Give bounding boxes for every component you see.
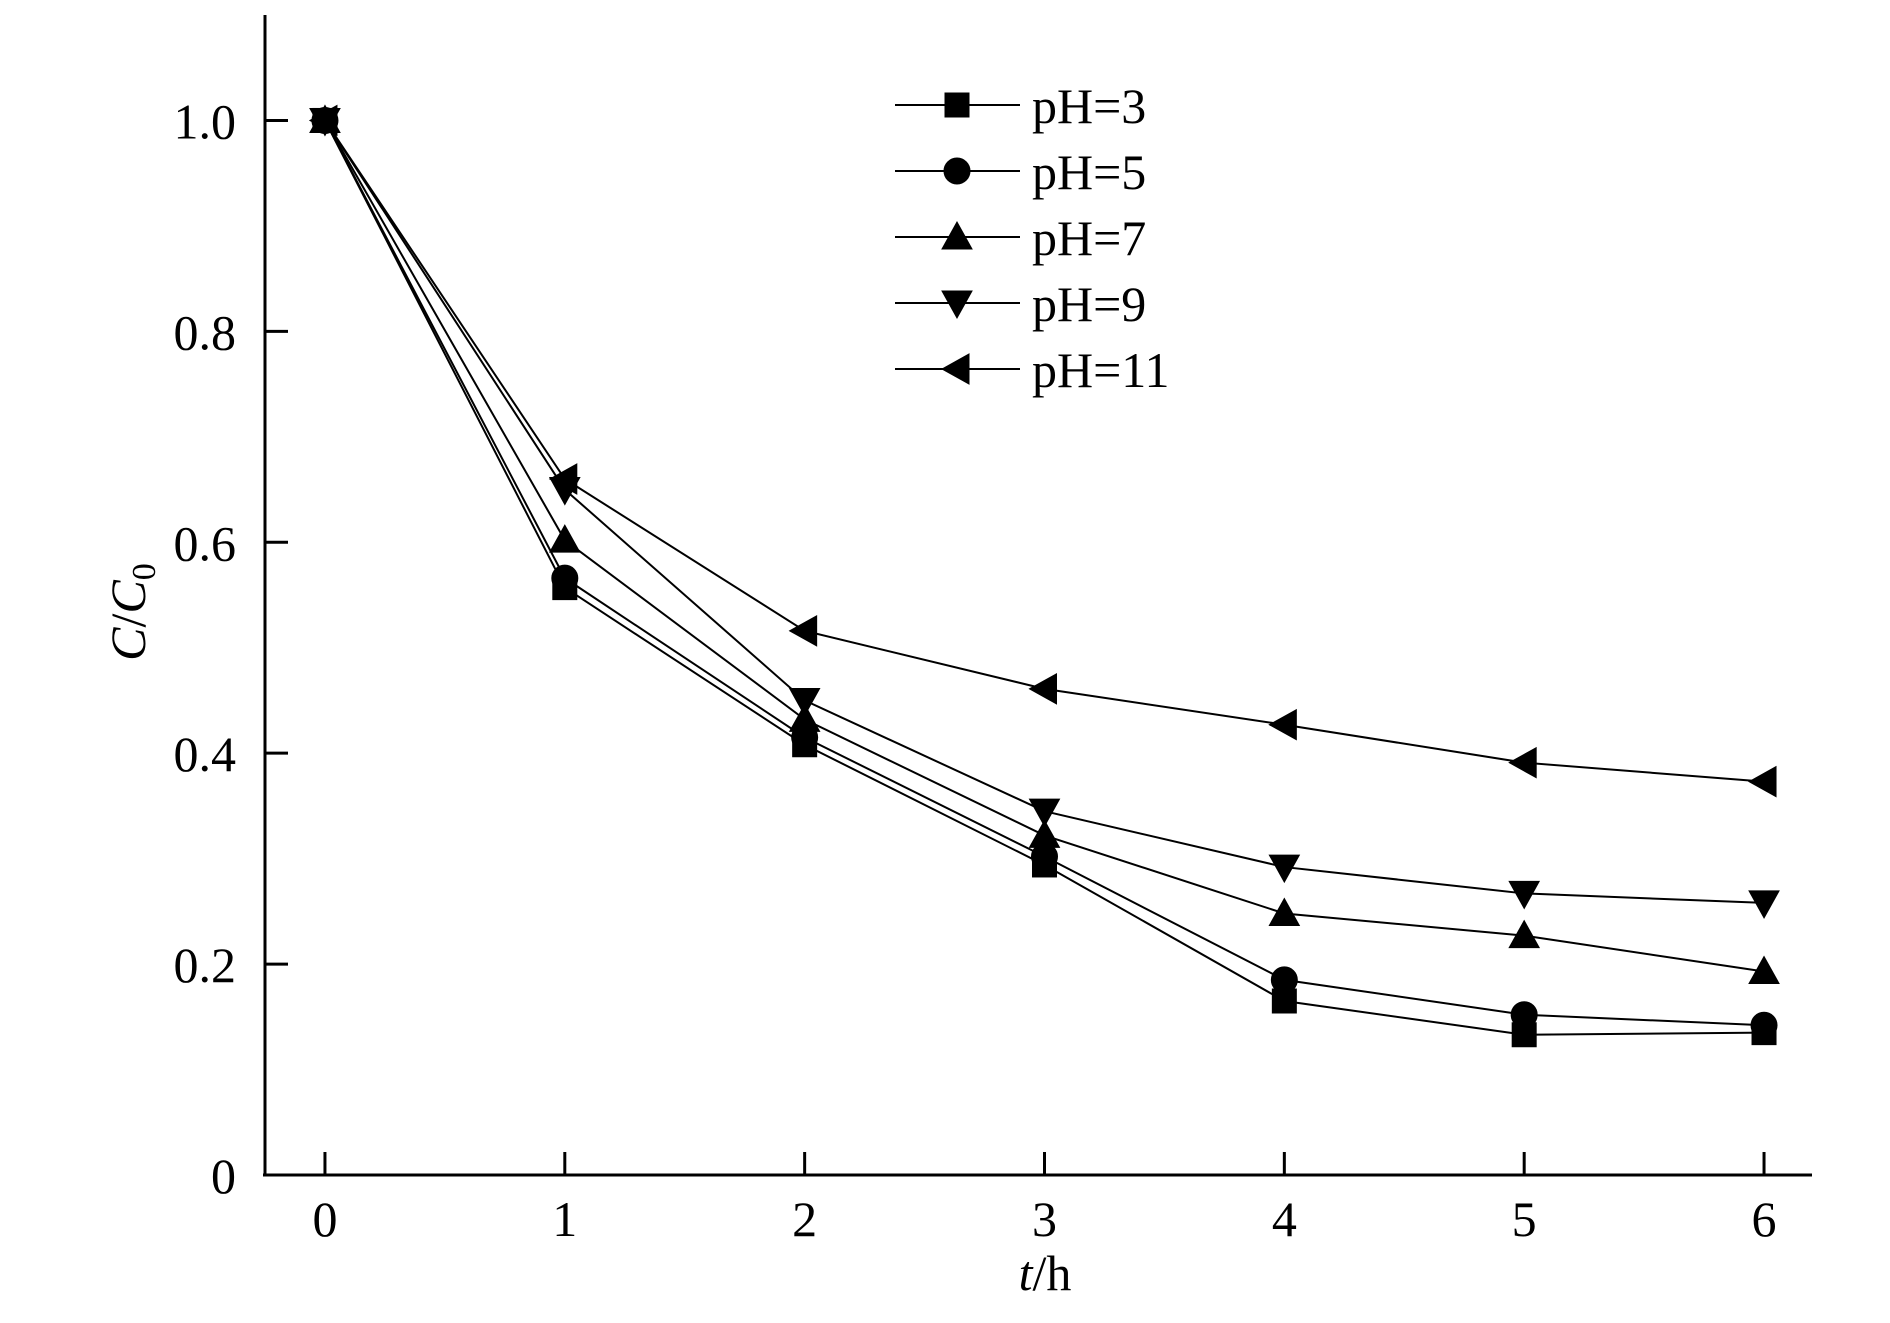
y-tick-label: 1.0	[174, 93, 237, 149]
data-point	[1748, 955, 1780, 984]
data-point	[1508, 746, 1537, 779]
data-point	[1748, 890, 1780, 919]
legend-item: pH=9	[895, 276, 1146, 332]
y-axis-title-subscript: 0	[126, 563, 163, 580]
legend-item: pH=5	[895, 144, 1146, 200]
x-axis-title: t/h	[1019, 1245, 1072, 1301]
data-point	[1028, 819, 1061, 848]
legend-item: pH=7	[895, 210, 1146, 266]
data-point	[1508, 880, 1541, 910]
x-axis-title-unit: /h	[1033, 1245, 1072, 1301]
legend-label: pH=5	[1032, 144, 1146, 200]
legend-marker	[944, 92, 970, 118]
data-point	[1748, 765, 1777, 798]
data-point	[1750, 1011, 1778, 1039]
data-point	[1268, 854, 1301, 884]
y-tick-label: 0.4	[174, 726, 237, 782]
data-point	[788, 703, 821, 732]
legend-label: pH=11	[1032, 342, 1169, 398]
y-axis-title-c: C	[100, 627, 156, 661]
legend: pH=3 pH=5 pH=7 pH=9 pH=11	[895, 78, 1169, 398]
y-ticks: 0 0.2 0.4 0.6 0.8 1.0	[174, 93, 288, 1204]
x-tick-label: 2	[792, 1191, 817, 1247]
x-axis-title-italic: t	[1019, 1245, 1034, 1301]
data-point	[548, 524, 581, 553]
data-point	[788, 687, 821, 717]
x-ticks: 0 1 2 3 4 5 6	[312, 1152, 1777, 1247]
series-pH=11	[308, 104, 1777, 798]
legend-label: pH=7	[1032, 210, 1146, 266]
legend-label: pH=3	[1032, 78, 1146, 134]
series-layer	[308, 104, 1780, 1048]
data-point	[551, 564, 579, 592]
legend-item: pH=3	[895, 78, 1146, 134]
y-axis-title-c0: C	[100, 580, 156, 614]
data-point	[1508, 919, 1541, 949]
x-tick-label: 0	[312, 1191, 337, 1247]
legend-marker	[943, 157, 971, 185]
axes	[263, 15, 1812, 1177]
y-axis-title: C/C0	[100, 563, 163, 661]
x-tick-label: 3	[1032, 1191, 1057, 1247]
y-axis-title-slash: /	[100, 613, 156, 627]
y-tick-label: 0.6	[174, 515, 237, 571]
data-point	[1510, 1001, 1538, 1029]
x-tick-label: 4	[1272, 1191, 1297, 1247]
data-point	[1028, 673, 1057, 705]
legend-marker	[940, 353, 970, 385]
legend-marker	[941, 220, 973, 250]
x-tick-label: 5	[1512, 1191, 1537, 1247]
data-point	[548, 463, 578, 495]
data-point	[308, 104, 338, 137]
data-point	[1268, 708, 1297, 741]
legend-label: pH=9	[1032, 276, 1146, 332]
data-point	[1268, 897, 1301, 926]
y-tick-label: 0.2	[174, 937, 237, 993]
data-point	[1028, 798, 1061, 828]
data-point	[1270, 966, 1298, 994]
series-pH=9	[309, 107, 1780, 919]
data-point	[788, 615, 818, 647]
legend-item: pH=11	[895, 342, 1169, 398]
legend-marker	[941, 290, 973, 320]
y-tick-label: 0	[211, 1148, 236, 1204]
x-tick-label: 6	[1752, 1191, 1777, 1247]
y-tick-label: 0.8	[174, 304, 237, 360]
x-tick-label: 1	[552, 1191, 577, 1247]
